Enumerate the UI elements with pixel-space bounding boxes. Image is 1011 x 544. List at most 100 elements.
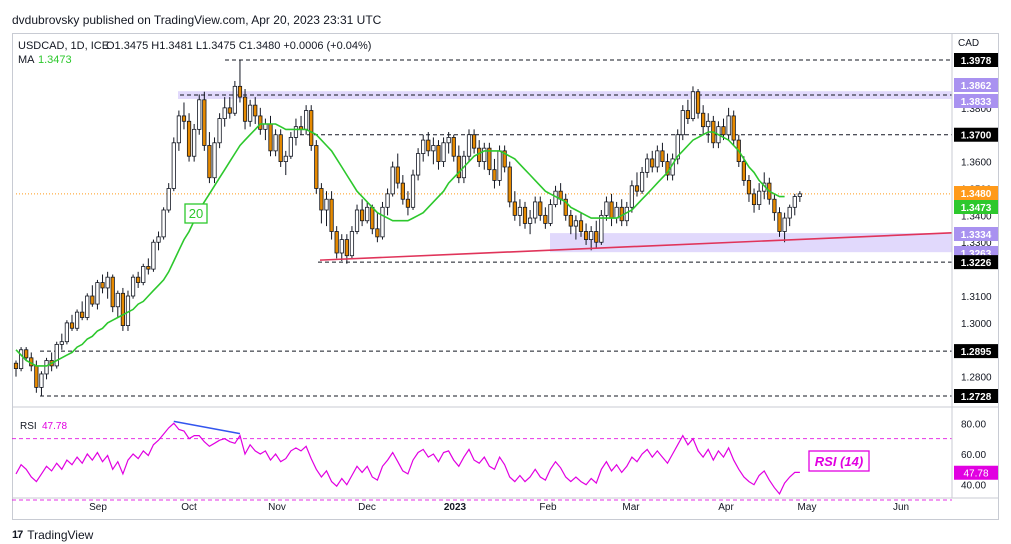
candle-body — [405, 198, 411, 208]
candle — [416, 148, 421, 181]
candle-body — [212, 142, 217, 179]
candle — [405, 191, 411, 216]
candle-body — [741, 161, 746, 181]
level-badge-text: 1.3263 — [961, 249, 992, 260]
candle — [207, 132, 212, 184]
candle-body — [416, 153, 421, 176]
candle-body — [324, 198, 329, 211]
candle-body — [18, 349, 24, 369]
candle-body — [757, 190, 762, 206]
candle — [222, 97, 227, 127]
candle — [634, 172, 640, 197]
candle — [85, 293, 90, 321]
candle — [517, 199, 523, 227]
candle-body — [120, 292, 125, 326]
candle-body — [451, 137, 456, 157]
candle — [492, 158, 497, 189]
candle — [95, 279, 100, 310]
candle-body — [304, 110, 309, 130]
candle-body — [792, 196, 797, 208]
candle — [797, 191, 802, 202]
candle — [54, 341, 59, 369]
candle-body — [685, 110, 690, 119]
candle-body — [777, 212, 782, 232]
candle — [69, 314, 75, 331]
candle — [456, 145, 461, 184]
candle — [212, 137, 217, 184]
candle — [741, 156, 746, 186]
candle — [614, 201, 619, 224]
support-layer — [319, 232, 953, 261]
candle — [263, 118, 268, 141]
ma-layer — [15, 123, 785, 367]
x-tick-label: Dec — [358, 502, 376, 513]
candle — [782, 212, 787, 243]
candle — [18, 347, 24, 372]
candle — [746, 175, 752, 202]
candle — [502, 145, 507, 173]
candle-body — [90, 295, 95, 305]
tradingview-brand[interactable]: 17 TradingView — [12, 528, 93, 542]
candle — [751, 188, 757, 213]
candle — [599, 209, 604, 245]
rsi-tag-text: RSI (14) — [815, 454, 863, 469]
candle — [639, 166, 645, 194]
ma-legend-label: MA — [18, 54, 35, 66]
candle-body — [629, 185, 634, 208]
candle-body — [136, 276, 141, 283]
ma-period-tag: 20 — [184, 203, 208, 224]
candle-body — [202, 99, 207, 146]
y-tick-label: 1.3400 — [961, 211, 992, 222]
candle-body — [487, 147, 492, 171]
rsi-legend-label: RSI — [20, 421, 37, 432]
candle-body — [772, 198, 777, 214]
level-badge-1.3480 — [954, 186, 998, 200]
candle-body — [248, 104, 253, 122]
candle — [151, 239, 156, 272]
candle-body — [589, 231, 594, 240]
candle-body — [507, 166, 512, 203]
candle-body — [309, 110, 314, 146]
rsi-legend-value: 47.78 — [42, 421, 67, 432]
candle — [787, 204, 792, 227]
candle-body — [645, 158, 650, 173]
candle-body — [344, 239, 349, 257]
candle-body — [273, 134, 278, 152]
candle — [594, 220, 599, 248]
candle — [527, 209, 533, 235]
rsi-tick-label: 80.00 — [961, 419, 986, 430]
candle-body — [13, 362, 19, 369]
candle-body — [492, 169, 497, 181]
candle — [156, 231, 161, 251]
candle-body — [609, 201, 614, 219]
candle-body — [80, 311, 85, 318]
candle — [237, 59, 243, 103]
candle — [395, 153, 400, 189]
candle — [533, 196, 538, 224]
candle-body — [192, 128, 197, 157]
candle-body — [522, 206, 528, 224]
candle-body — [74, 311, 80, 329]
candle-body — [675, 134, 680, 160]
rsi-line — [15, 422, 800, 496]
rsi-tag-box — [808, 450, 870, 472]
candle — [558, 183, 563, 205]
candle-body — [533, 201, 538, 219]
candle — [375, 212, 380, 243]
candle-body — [283, 155, 288, 163]
candle — [680, 105, 685, 141]
candle-body — [502, 150, 507, 168]
candle-body — [222, 107, 227, 119]
candle-body — [258, 115, 263, 130]
candle — [482, 142, 487, 170]
ma-legend-value: 1.3473 — [38, 54, 72, 66]
candle — [283, 150, 288, 176]
candle — [339, 234, 344, 262]
dashed-levels-layer — [16, 59, 952, 397]
candle — [573, 215, 579, 240]
candle — [176, 110, 181, 151]
tradingview-logo-icon: 17 — [12, 529, 23, 541]
level-badge-1.3334 — [954, 227, 998, 241]
candle-body — [548, 204, 553, 224]
